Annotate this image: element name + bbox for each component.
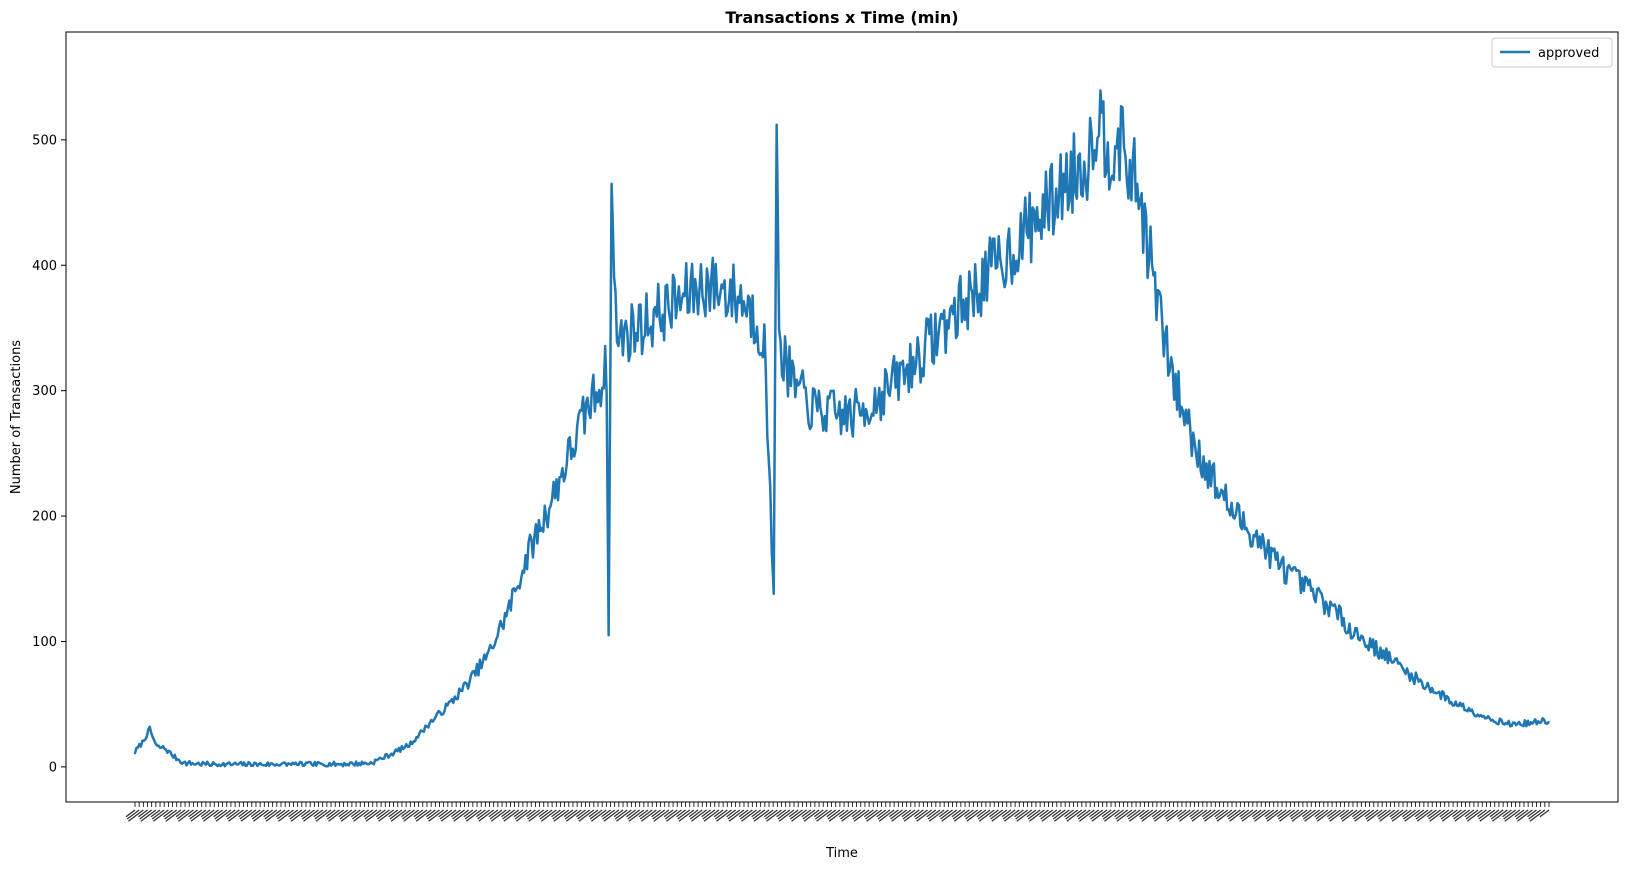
- x-axis: [125, 802, 1550, 822]
- y-axis: 0 100 200 300 400 500: [32, 133, 66, 775]
- legend-box: [1491, 37, 1613, 68]
- x-tick-marks: [134, 802, 1550, 807]
- y-axis-label: Number of Transactions: [9, 340, 24, 494]
- y-tick-label: 500: [32, 133, 57, 148]
- y-tick-label: 100: [32, 635, 57, 650]
- chart-title: Transactions x Time (min): [725, 8, 958, 27]
- series-line-approved: [133, 89, 1550, 768]
- y-tick-label: 300: [32, 384, 57, 399]
- x-axis-label: Time: [825, 846, 858, 861]
- x-tick-labels-dense: [125, 809, 1550, 822]
- legend-label-approved: approved: [1538, 46, 1599, 61]
- y-tick-label: 400: [32, 259, 57, 274]
- series-layer: [133, 89, 1550, 768]
- y-tick-label: 200: [32, 510, 57, 525]
- y-tick-label: 0: [49, 760, 57, 775]
- legend: approved: [1491, 37, 1613, 68]
